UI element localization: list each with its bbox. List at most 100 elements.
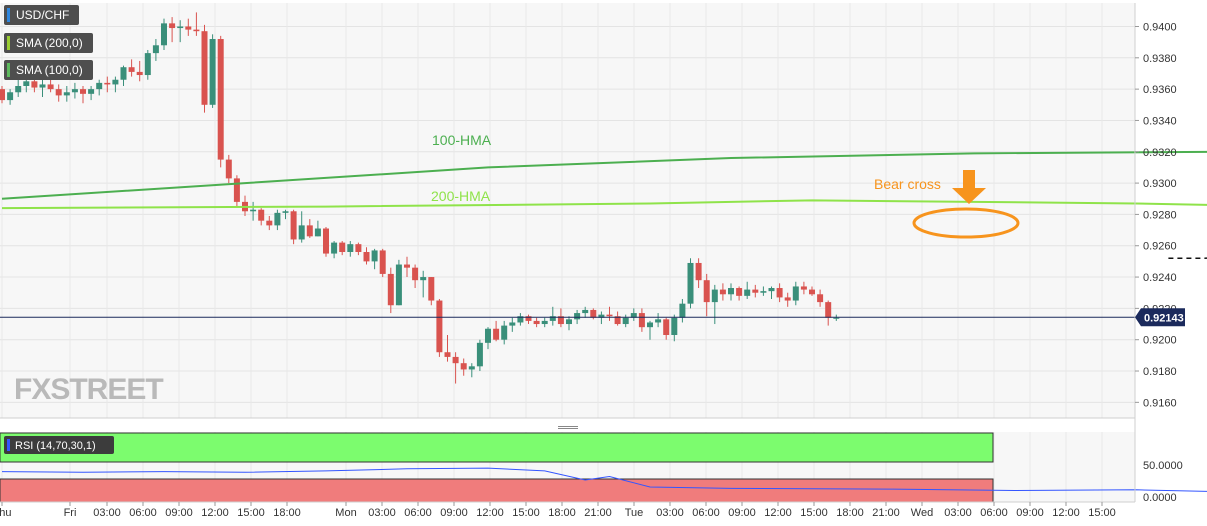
x-tick-label: 18:00 xyxy=(548,507,576,519)
candle-up xyxy=(371,250,378,262)
y-tick-label: 0.9200 xyxy=(1143,335,1177,347)
candle-down xyxy=(428,277,435,301)
candle-up xyxy=(250,209,257,212)
sma200-tag[interactable]: SMA (200,0) xyxy=(4,33,93,53)
candle-up xyxy=(177,26,184,29)
x-tick-label: 03:00 xyxy=(93,507,121,519)
candle-up xyxy=(144,53,151,76)
bear-cross-annotation: Bear cross xyxy=(874,176,941,192)
x-tick-label: 21:00 xyxy=(872,507,900,519)
candle-down xyxy=(104,82,111,85)
x-tick-label: Thu xyxy=(0,507,11,519)
x-tick-label: 12:00 xyxy=(764,507,792,519)
candle-down xyxy=(225,159,232,179)
candle-down xyxy=(0,89,5,101)
hma200-annotation: 200-HMA xyxy=(431,188,491,204)
candle-down xyxy=(817,294,824,303)
hma100-line xyxy=(1,150,1207,200)
candle-down xyxy=(590,309,597,318)
candle-up xyxy=(647,322,653,328)
candle-down xyxy=(379,250,386,274)
y-tick-label: 0.9360 xyxy=(1143,84,1177,96)
candle-up xyxy=(476,342,483,367)
candle-down xyxy=(663,319,670,335)
x-tick-label: Mon xyxy=(335,507,356,519)
y-tick-label: 0.9280 xyxy=(1143,209,1177,221)
x-tick-label: 09:00 xyxy=(440,507,468,519)
y-tick-label: 0.9400 xyxy=(1143,21,1177,33)
x-tick-label: 18:00 xyxy=(836,507,864,519)
candle-down xyxy=(355,244,362,252)
pane-resize-handle[interactable] xyxy=(558,425,578,431)
x-tick-label: 06:00 xyxy=(404,507,432,519)
candle-up xyxy=(15,86,22,93)
x-tick-label: 09:00 xyxy=(728,507,756,519)
candle-down xyxy=(736,288,743,296)
candle-down xyxy=(533,320,540,325)
rsi-tick-label: 50.0000 xyxy=(1143,460,1183,472)
x-tick-label: 15:00 xyxy=(237,507,265,519)
candle-up xyxy=(347,244,354,252)
candle-down xyxy=(136,71,143,76)
candle-down xyxy=(193,29,200,32)
candle-down xyxy=(638,313,645,328)
x-tick-label: 09:00 xyxy=(165,507,193,519)
candle-down xyxy=(47,84,54,90)
candle-up xyxy=(274,212,281,226)
candle-up xyxy=(331,242,338,254)
candle-up xyxy=(39,84,46,88)
price-badge-label: 0.92143 xyxy=(1144,312,1184,324)
candle-up xyxy=(485,328,491,343)
candle-up xyxy=(161,23,167,46)
x-tick-label: 15:00 xyxy=(512,507,540,519)
current-price-badge: 0.92143 xyxy=(1135,308,1185,327)
candle-up xyxy=(282,211,289,213)
x-tick-label: 09:00 xyxy=(1016,507,1044,519)
x-tick-label: 12:00 xyxy=(1052,507,1080,519)
x-tick-label: 03:00 xyxy=(944,507,972,519)
annotations: FXSTREET 100-HMA 200-HMA Bear cross xyxy=(14,132,1020,406)
sma200-color-swatch xyxy=(7,36,10,50)
candle-up xyxy=(509,322,516,326)
candle-up xyxy=(209,39,216,105)
sma100-tag[interactable]: SMA (100,0) xyxy=(4,60,93,80)
candle-down xyxy=(412,267,419,281)
x-tick-label: 03:00 xyxy=(656,507,684,519)
candle-down xyxy=(31,81,38,88)
y-tick-label: 0.9160 xyxy=(1143,397,1177,409)
candle-up xyxy=(112,79,119,85)
hma100-annotation: 100-HMA xyxy=(432,132,492,148)
candle-down xyxy=(800,286,807,290)
candle-down xyxy=(233,178,240,202)
x-tick-label: 03:00 xyxy=(368,507,396,519)
down-arrow-icon xyxy=(952,170,986,204)
y-tick-label: 0.9180 xyxy=(1143,366,1177,378)
rsi-label: RSI (14,70,30,1) xyxy=(15,440,96,452)
candle-down xyxy=(557,316,564,325)
x-tick-label: Tue xyxy=(625,507,644,519)
candle-down xyxy=(169,23,176,29)
candle-up xyxy=(728,288,734,295)
candle-up xyxy=(501,325,508,340)
bear-cross-circle xyxy=(912,207,1020,239)
rsi-color-swatch xyxy=(7,439,10,451)
candle-down xyxy=(306,225,313,237)
sma200-label: SMA (200,0) xyxy=(16,36,83,50)
candle-up xyxy=(760,291,767,293)
x-tick-label: 21:00 xyxy=(584,507,612,519)
candle-up xyxy=(622,317,629,325)
candle-down xyxy=(809,289,815,295)
candle-down xyxy=(290,211,297,240)
candle-down xyxy=(80,89,86,94)
candle-up xyxy=(71,89,78,93)
candle-up xyxy=(88,89,95,94)
hma200-line xyxy=(1,199,1207,210)
candle-up xyxy=(768,288,775,292)
candle-down xyxy=(614,316,621,325)
candle-up xyxy=(792,286,799,301)
x-tick-label: Wed xyxy=(911,507,933,519)
candle-up xyxy=(517,316,524,323)
candle-up xyxy=(582,309,589,314)
x-tick-label: 06:00 xyxy=(980,507,1008,519)
